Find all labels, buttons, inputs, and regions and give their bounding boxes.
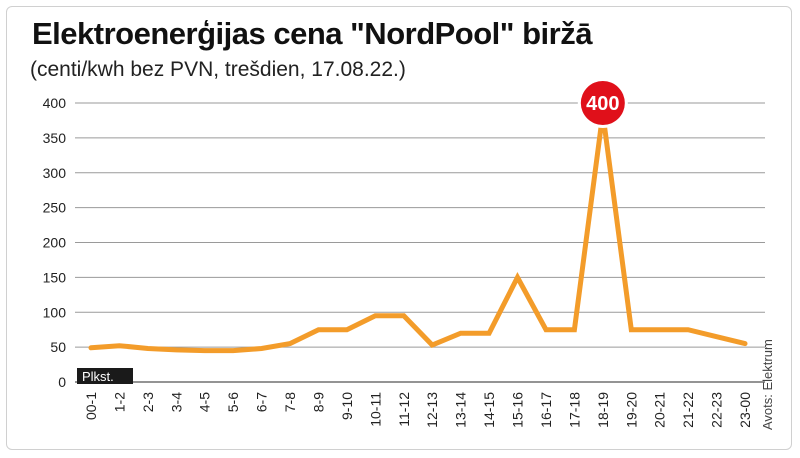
- x-tick-label: 14-15: [481, 392, 497, 428]
- x-tick-label: 20-21: [652, 392, 668, 428]
- x-tick-label: 6-7: [254, 392, 270, 412]
- x-tick-label: 22-23: [709, 392, 725, 428]
- x-tick-label: 23-00: [737, 392, 753, 428]
- plkst-label-group: Plkst.: [77, 368, 133, 384]
- x-tick-label: 1-2: [111, 392, 127, 412]
- chart-subtitle: (centi/kwh bez PVN, trešdien, 17.08.22.): [30, 58, 406, 81]
- x-tick-label: 13-14: [453, 392, 469, 428]
- x-tick-label: 15-16: [510, 392, 526, 428]
- x-tick-label: 21-22: [680, 392, 696, 428]
- x-tick-label: 10-11: [367, 392, 383, 427]
- x-tick-label: 12-13: [424, 392, 440, 428]
- y-tick-label: 150: [43, 269, 67, 285]
- x-axis-ticks: 00-1 1-2 2-3 3-4 4-5 5-6 6-7 7-8 8-9 9-10 10-11 11-…: [83, 392, 753, 428]
- chart-frame: [6, 6, 792, 450]
- x-tick-label: 17-18: [566, 392, 582, 428]
- y-tick-label: 200: [43, 235, 67, 251]
- plkst-tag-label: Plkst.: [82, 369, 114, 384]
- x-tick-label: 5-6: [225, 392, 241, 412]
- chart-title: Elektroenerģijas cena "NordPool" biržā: [32, 16, 592, 51]
- x-tick-label: 4-5: [197, 392, 213, 412]
- x-tick-label: 8-9: [310, 392, 326, 412]
- x-tick-label: 9-10: [339, 392, 355, 420]
- y-tick-label: 300: [43, 165, 67, 181]
- y-tick-label: 0: [58, 374, 66, 390]
- y-tick-label: 50: [50, 339, 66, 355]
- plkst-tag: [77, 368, 133, 384]
- y-tick-label: 350: [43, 130, 67, 146]
- x-tick-label: 11-12: [396, 392, 412, 427]
- x-tick-label: 2-3: [140, 392, 156, 412]
- x-tick-label: 3-4: [168, 392, 184, 412]
- y-tick-label: 250: [43, 200, 67, 216]
- y-tick-label: 100: [43, 304, 67, 320]
- x-tick-label: 16-17: [538, 392, 554, 428]
- x-tick-label: 00-1: [83, 392, 99, 420]
- series-group: [88, 113, 748, 354]
- y-tick-label: 400: [43, 95, 67, 111]
- peak-badge-group: 400: [577, 78, 628, 128]
- y-axis-ticks: 0 50 100 150 200 250 300 350 400: [43, 95, 67, 390]
- grid-lines: [75, 102, 765, 383]
- x-tick-label: 7-8: [282, 392, 298, 412]
- peak-badge: [580, 81, 625, 125]
- x-tick-label: 19-20: [623, 392, 639, 428]
- x-tick-label: 18-19: [595, 392, 611, 428]
- peak-badge-label: 400: [586, 93, 619, 115]
- price-line: [88, 113, 748, 354]
